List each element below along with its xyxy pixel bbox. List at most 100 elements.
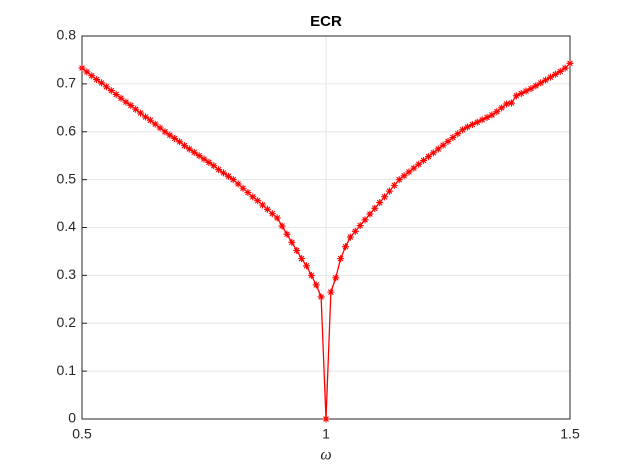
- data-marker: [254, 197, 262, 205]
- data-marker: [532, 82, 540, 90]
- data-marker: [434, 145, 442, 153]
- data-marker: [488, 111, 496, 119]
- data-marker: [566, 59, 574, 67]
- data-marker: [88, 72, 96, 80]
- data-marker: [205, 158, 213, 166]
- data-marker: [400, 172, 408, 180]
- data-marker: [371, 204, 379, 212]
- data-marker: [337, 255, 345, 263]
- data-marker: [361, 216, 369, 224]
- data-marker: [137, 109, 145, 117]
- data-marker: [483, 113, 491, 121]
- data-marker: [507, 99, 515, 107]
- data-marker: [224, 172, 232, 180]
- data-marker: [220, 169, 228, 177]
- data-marker: [195, 152, 203, 160]
- data-marker: [249, 193, 257, 201]
- data-marker: [342, 243, 350, 251]
- data-marker: [215, 166, 223, 174]
- data-marker: [151, 120, 159, 128]
- data-marker: [493, 108, 501, 116]
- y-tick-label: 0: [68, 410, 76, 426]
- y-tick-label: 0.1: [57, 362, 77, 378]
- data-marker: [190, 148, 198, 156]
- data-marker: [107, 87, 115, 95]
- data-marker: [180, 142, 188, 150]
- data-marker: [146, 116, 154, 124]
- data-marker: [376, 199, 384, 207]
- data-marker: [410, 164, 418, 172]
- data-marker: [385, 187, 393, 195]
- data-marker: [405, 168, 413, 176]
- data-marker: [259, 201, 267, 209]
- data-marker: [439, 141, 447, 149]
- data-marker: [298, 255, 306, 263]
- chart-title: ECR: [310, 13, 342, 30]
- y-tick-label: 0.4: [57, 218, 77, 234]
- data-marker: [444, 137, 452, 145]
- data-marker: [293, 246, 301, 254]
- y-tick-label: 0.8: [57, 27, 77, 43]
- data-marker: [273, 214, 281, 222]
- data-marker: [327, 288, 335, 296]
- data-marker: [478, 116, 486, 124]
- data-marker: [546, 73, 554, 81]
- data-marker: [381, 193, 389, 201]
- data-marker: [420, 156, 428, 164]
- data-marker: [356, 222, 364, 230]
- data-marker: [93, 76, 101, 84]
- data-marker: [415, 160, 423, 168]
- data-marker: [132, 105, 140, 113]
- data-marker: [161, 128, 169, 136]
- data-marker: [176, 138, 184, 146]
- data-marker: [556, 67, 564, 75]
- data-marker: [332, 274, 340, 282]
- data-marker: [307, 271, 315, 279]
- data-marker: [449, 133, 457, 141]
- data-marker: [351, 227, 359, 235]
- y-tick-label: 0.7: [57, 75, 77, 91]
- data-marker: [424, 153, 432, 161]
- data-marker: [288, 238, 296, 246]
- data-marker: [166, 131, 174, 139]
- y-tick-label: 0.3: [57, 266, 77, 282]
- data-marker: [78, 64, 86, 72]
- data-marker: [200, 155, 208, 163]
- data-marker: [317, 293, 325, 301]
- data-marker: [498, 104, 506, 112]
- data-marker: [141, 113, 149, 121]
- data-marker: [268, 210, 276, 218]
- data-marker: [464, 123, 472, 131]
- data-marker: [473, 118, 481, 126]
- y-tick-label: 0.6: [57, 122, 77, 138]
- y-tick-label: 0.2: [57, 314, 77, 330]
- data-marker: [322, 415, 330, 423]
- data-marker: [185, 145, 193, 153]
- data-marker: [468, 121, 476, 129]
- data-marker: [503, 100, 511, 108]
- data-marker: [171, 134, 179, 142]
- data-marker: [229, 176, 237, 184]
- data-marker: [512, 92, 520, 100]
- data-marker: [283, 230, 291, 238]
- data-marker: [263, 205, 271, 213]
- data-marker: [429, 149, 437, 157]
- data-marker: [112, 90, 120, 98]
- data-marker: [454, 130, 462, 138]
- data-marker: [127, 101, 135, 109]
- y-tick-label: 0.5: [57, 170, 77, 186]
- data-marker: [239, 184, 247, 192]
- data-marker: [561, 64, 569, 72]
- data-marker: [517, 89, 525, 97]
- data-marker: [551, 70, 559, 78]
- data-marker: [395, 176, 403, 184]
- data-marker: [312, 281, 320, 289]
- x-axis-label: ω: [320, 447, 331, 464]
- data-marker: [542, 76, 550, 84]
- data-marker: [156, 124, 164, 132]
- data-marker: [459, 126, 467, 134]
- data-marker: [527, 85, 535, 93]
- data-marker: [244, 189, 252, 197]
- data-marker: [98, 79, 106, 87]
